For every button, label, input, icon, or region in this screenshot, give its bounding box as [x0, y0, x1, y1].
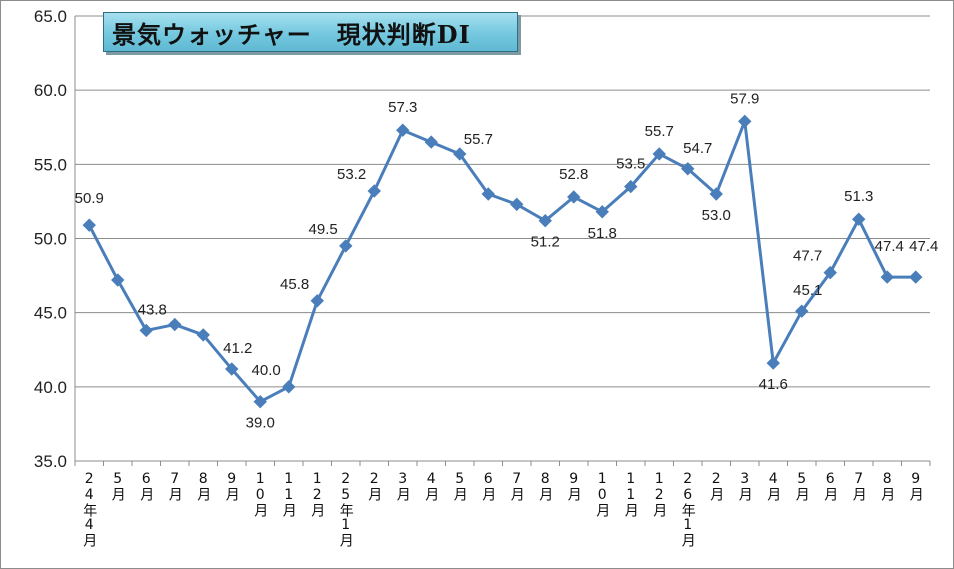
- data-label: 51.8: [588, 225, 617, 242]
- x-tick-label: 10月: [594, 471, 610, 518]
- data-point: [196, 328, 210, 342]
- data-point: [567, 190, 581, 204]
- data-point: [139, 323, 153, 338]
- data-label: 47.4: [909, 238, 938, 255]
- data-label: 53.2: [337, 166, 366, 183]
- data-point: [652, 147, 666, 161]
- x-tick-label: 26年1月: [680, 471, 696, 548]
- data-point: [168, 317, 182, 332]
- data-point: [396, 123, 410, 137]
- data-label: 51.3: [844, 188, 873, 205]
- x-tick-label: 25年1月: [338, 471, 354, 548]
- data-point: [367, 184, 381, 198]
- data-label: 57.9: [730, 90, 759, 107]
- x-tick-label: 9月: [908, 471, 924, 502]
- y-tick-label: 35.0: [34, 452, 67, 471]
- x-tick-label: 5月: [452, 471, 468, 502]
- data-point: [595, 205, 609, 219]
- x-tick-label: 7月: [167, 471, 183, 502]
- data-point: [82, 218, 96, 232]
- y-tick-label: 60.0: [34, 81, 67, 100]
- data-point: [880, 270, 894, 284]
- x-tick-label: 8月: [879, 471, 895, 502]
- data-point: [253, 394, 267, 409]
- x-tick-label: 8月: [195, 471, 211, 502]
- x-tick-label: 10月: [252, 471, 268, 518]
- data-label: 54.7: [683, 140, 712, 157]
- data-point: [111, 273, 125, 287]
- x-tick-label: 24年4月: [81, 471, 97, 548]
- data-label: 47.4: [875, 238, 904, 255]
- x-tick-label: 2月: [366, 471, 382, 502]
- chart-title-box: 景気ウォッチャー 現状判断DI: [103, 12, 518, 52]
- x-tick-label: 11月: [281, 471, 297, 518]
- x-tick-label: 5月: [794, 471, 810, 502]
- data-point: [453, 147, 467, 161]
- data-point: [795, 304, 809, 318]
- x-tick-label: 2月: [708, 471, 724, 502]
- data-point: [738, 114, 752, 129]
- x-tick-label: 3月: [395, 471, 411, 502]
- x-tick-label: 11月: [623, 471, 639, 518]
- data-point: [282, 380, 296, 394]
- x-tick-label: 6月: [480, 471, 496, 502]
- x-tick-label: 4月: [765, 471, 781, 502]
- y-tick-label: 50.0: [34, 230, 67, 249]
- x-tick-label: 3月: [737, 471, 753, 502]
- data-label: 53.0: [702, 207, 731, 224]
- data-point: [766, 356, 780, 370]
- data-point: [909, 270, 923, 284]
- data-point: [481, 187, 495, 201]
- data-point: [709, 187, 723, 201]
- data-point: [339, 239, 353, 253]
- data-point: [510, 197, 524, 212]
- chart-title: 景気ウォッチャー 現状判断DI: [112, 19, 471, 49]
- data-label: 41.2: [223, 340, 252, 357]
- x-tick-label: 6月: [822, 471, 838, 502]
- data-label: 57.3: [388, 99, 417, 116]
- data-point: [852, 212, 866, 226]
- data-label: 55.7: [645, 123, 674, 140]
- data-label: 53.5: [616, 156, 645, 173]
- x-tick-label: 4月: [423, 471, 439, 502]
- data-label: 41.6: [759, 376, 788, 393]
- data-point: [681, 162, 695, 176]
- data-point: [624, 179, 638, 194]
- data-point: [424, 135, 438, 149]
- data-label: 49.5: [309, 221, 338, 238]
- x-tick-label: 8月: [537, 471, 553, 502]
- data-label: 45.8: [280, 276, 309, 293]
- x-tick-label: 9月: [566, 471, 582, 502]
- data-label: 51.2: [531, 234, 560, 251]
- x-tick-label: 6月: [138, 471, 154, 502]
- y-tick-label: 65.0: [34, 7, 67, 26]
- y-tick-label: 40.0: [34, 378, 67, 397]
- data-label: 39.0: [246, 415, 275, 432]
- x-tick-label: 7月: [509, 471, 525, 502]
- x-tick-label: 7月: [851, 471, 867, 502]
- data-point: [225, 362, 239, 376]
- data-label: 45.1: [793, 282, 822, 299]
- data-label: 55.7: [464, 131, 493, 148]
- data-label: 47.7: [793, 248, 822, 265]
- data-label: 43.8: [138, 301, 167, 318]
- data-label: 52.8: [559, 166, 588, 183]
- x-tick-label: 5月: [110, 471, 126, 502]
- data-label: 40.0: [252, 362, 281, 379]
- data-label: 50.9: [75, 190, 104, 207]
- x-tick-label: 12月: [309, 471, 325, 518]
- series-line: [87, 119, 916, 404]
- data-point: [538, 213, 552, 228]
- x-tick-label: 12月: [651, 471, 667, 518]
- data-point: [310, 294, 324, 308]
- data-point: [823, 265, 837, 280]
- y-tick-label: 45.0: [34, 304, 67, 323]
- y-tick-label: 55.0: [34, 155, 67, 174]
- x-tick-label: 9月: [224, 471, 240, 502]
